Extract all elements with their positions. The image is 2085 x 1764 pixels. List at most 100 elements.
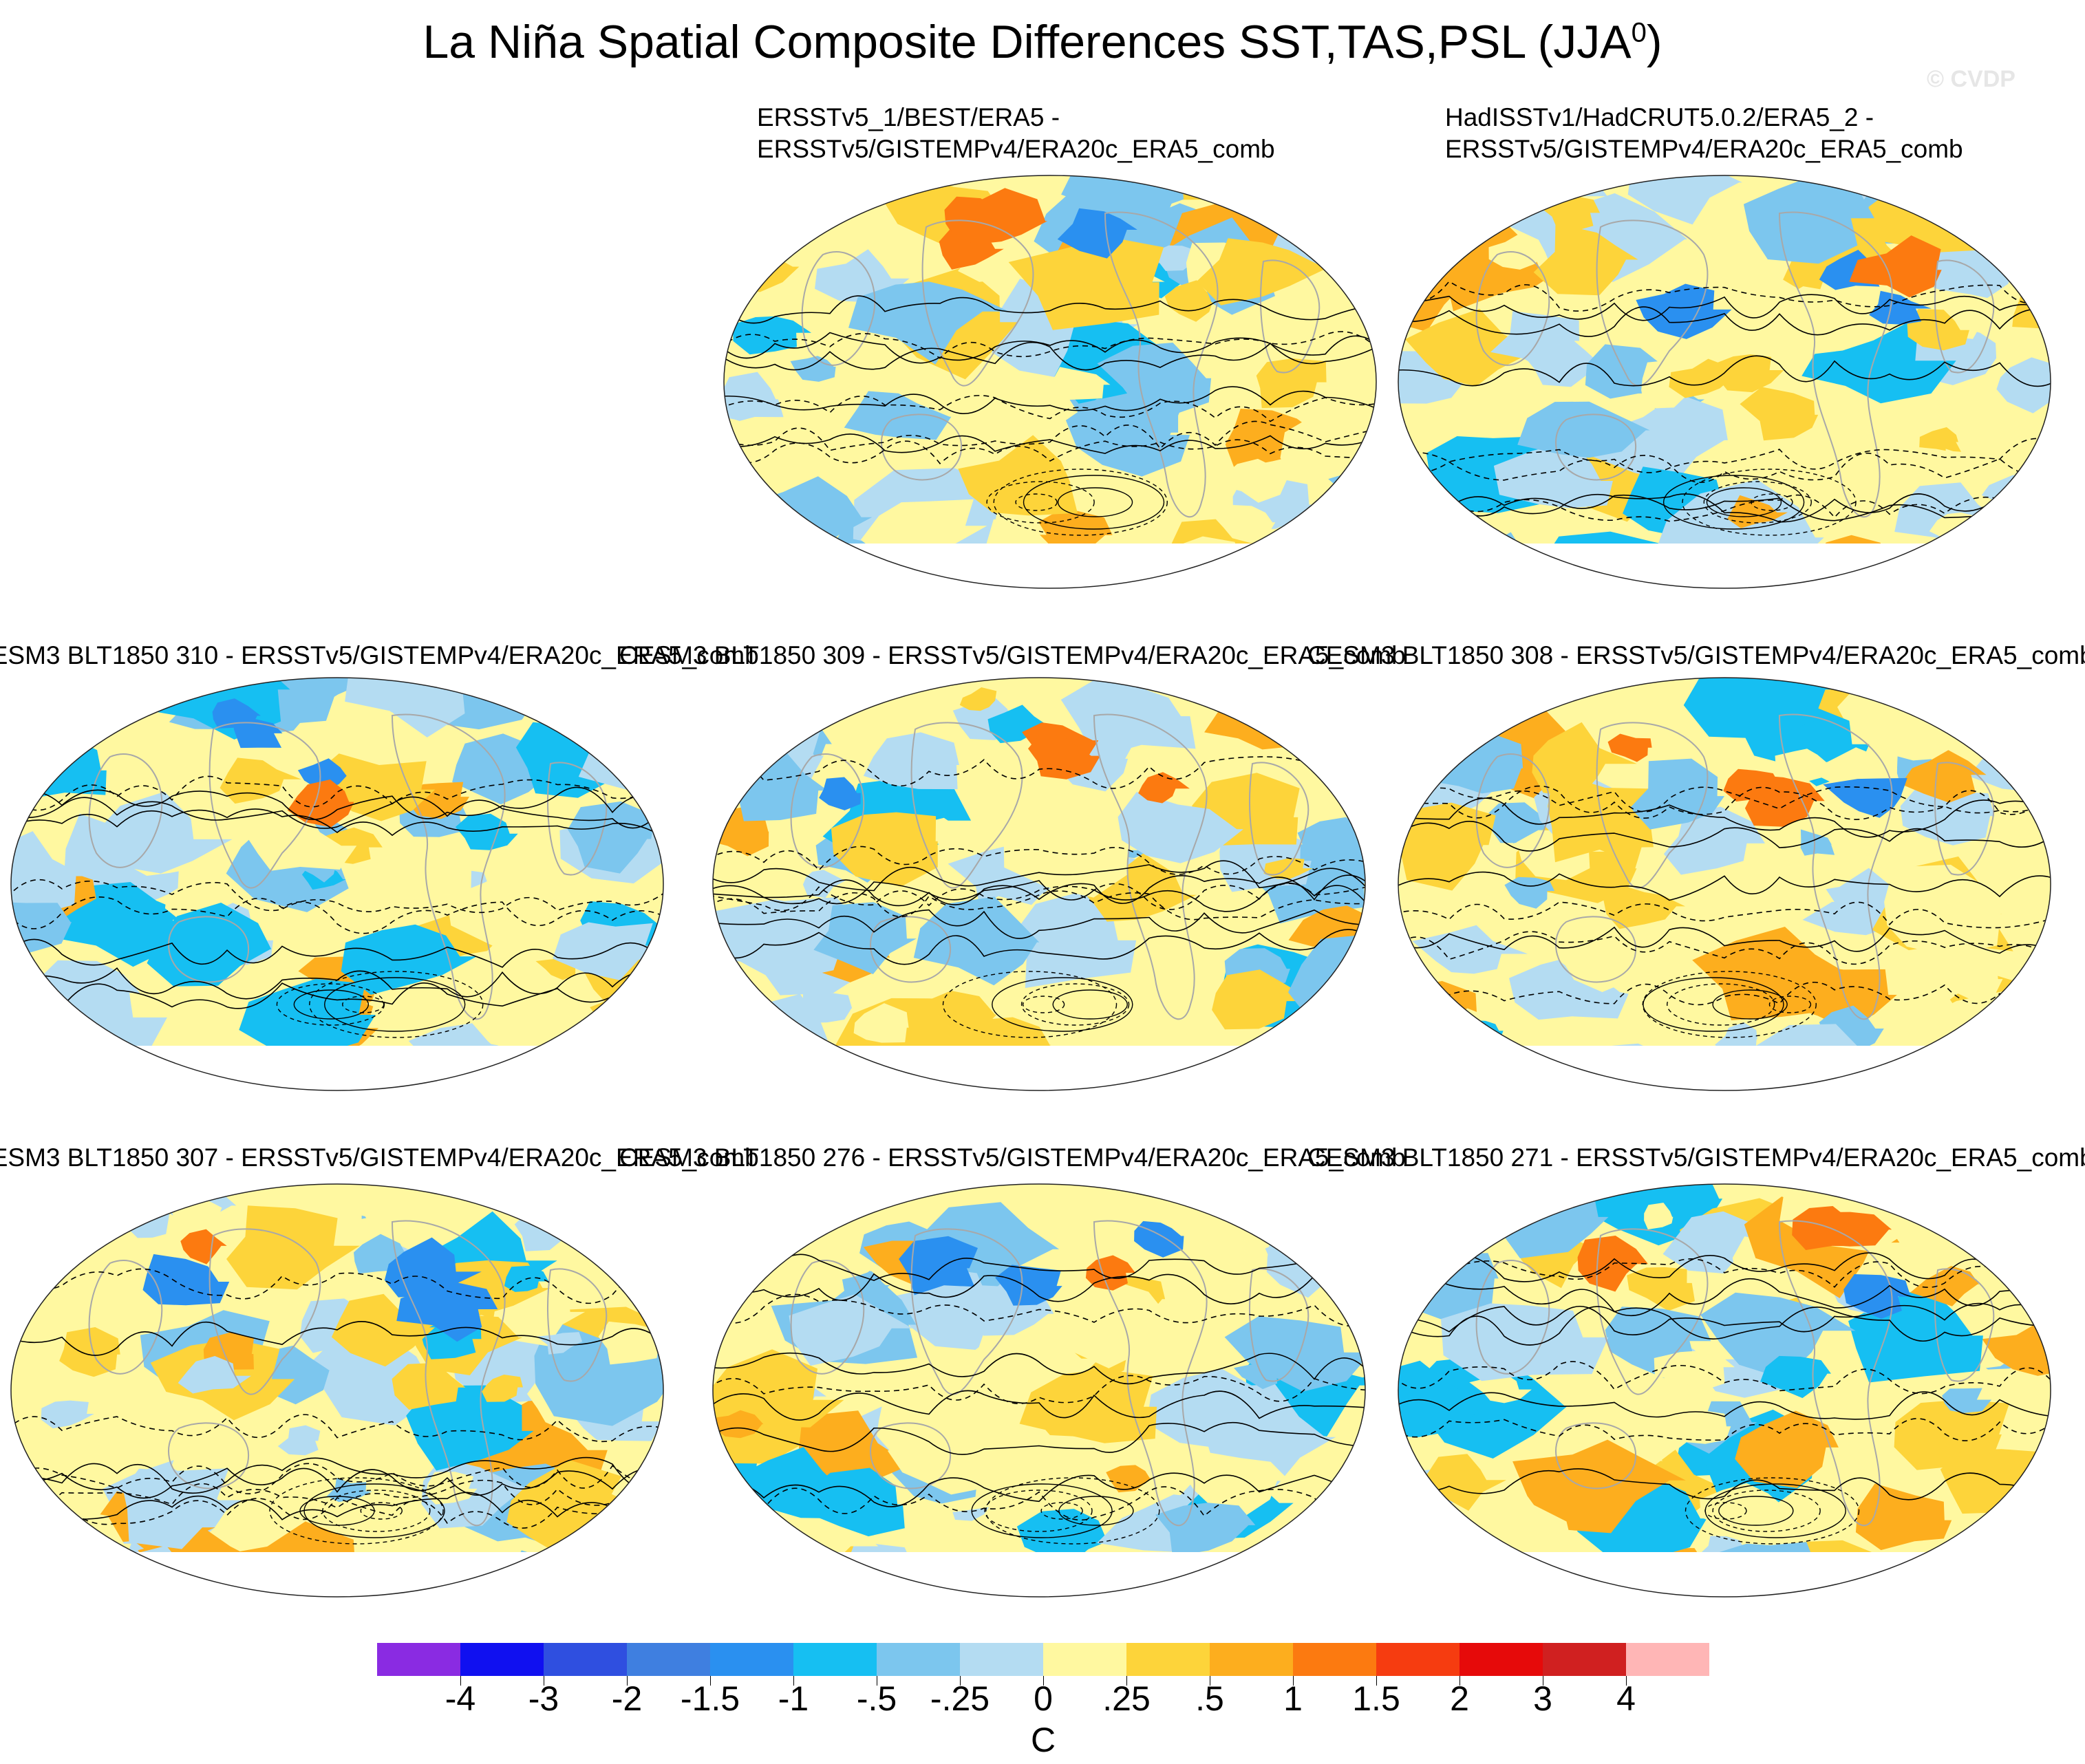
colorbar-label: -2 xyxy=(611,1679,643,1718)
anomaly-region xyxy=(1211,504,1276,544)
anomaly-region xyxy=(1155,1503,1256,1557)
anomaly-region xyxy=(1411,1454,1506,1511)
anomaly-region xyxy=(11,1034,147,1090)
colorbar xyxy=(377,1643,1710,1676)
anomaly-region xyxy=(1727,495,1788,528)
psl-contour-ring xyxy=(986,481,1095,524)
panel-title-1: ERSSTv5_1/BEST/ERA5 - ERSSTv5/GISTEMPv4/… xyxy=(757,103,1275,163)
anomaly-region xyxy=(959,687,997,711)
anomaly-region xyxy=(1256,358,1327,409)
anomaly-region-strong xyxy=(1823,777,1907,818)
psl-contour-ring xyxy=(985,1477,1160,1545)
psl-contour xyxy=(11,1321,663,1356)
psl-contour xyxy=(11,786,663,820)
anomaly-region xyxy=(1244,1033,1345,1090)
psl-contour-ring xyxy=(1642,971,1817,1038)
psl-contour-ring xyxy=(276,983,385,1026)
psl-contour xyxy=(1398,306,2051,337)
anomaly-region xyxy=(1278,536,1376,588)
coastline xyxy=(1596,219,1709,387)
coastline xyxy=(870,1422,952,1489)
colorbar-label: -1.5 xyxy=(680,1679,740,1718)
anomaly-region xyxy=(172,1199,228,1236)
anomaly-region xyxy=(1008,237,1164,330)
psl-contour-ring xyxy=(1704,1483,1846,1538)
anomaly-region xyxy=(813,902,917,974)
anomaly-region xyxy=(958,435,1078,516)
anomaly-region xyxy=(1517,401,1650,458)
psl-contour xyxy=(1398,494,2051,522)
anomaly-region xyxy=(1264,1018,1357,1072)
anomaly-region-strong xyxy=(1869,290,1932,325)
coastline xyxy=(1778,211,1893,518)
psl-contour-ring xyxy=(1712,989,1788,1020)
anomaly-region xyxy=(1398,1360,1485,1438)
map-border xyxy=(1398,175,2051,589)
anomaly-region xyxy=(1281,680,1324,706)
colorbar-tick xyxy=(1126,1676,1127,1686)
anomaly-region xyxy=(2016,473,2051,497)
map-svg xyxy=(723,175,1377,589)
anomaly-region xyxy=(352,712,399,738)
psl-contour-ring xyxy=(942,971,1118,1038)
anomaly-region xyxy=(913,896,1040,986)
psl-contour xyxy=(1398,280,2051,312)
colorbar-swatch xyxy=(1459,1643,1543,1676)
anomaly-region xyxy=(790,356,836,382)
anomaly-region xyxy=(392,1362,466,1410)
map-panel-5 xyxy=(1394,674,2055,1094)
anomaly-region xyxy=(535,687,581,714)
coastline xyxy=(1093,1220,1208,1527)
anomaly-region-strong xyxy=(384,1237,482,1298)
colorbar-tick xyxy=(1293,1676,1294,1686)
anomaly-region xyxy=(1412,925,1528,974)
anomaly-region xyxy=(406,1385,534,1471)
panel-title-7: CESM3 BLT1850 276 - ERSSTv5/GISTEMPv4/ER… xyxy=(619,1143,1406,1172)
anomaly-region xyxy=(1533,223,1638,296)
anomaly-region xyxy=(1770,286,1913,356)
colorbar-swatch xyxy=(1210,1643,1294,1676)
psl-contour xyxy=(1398,1391,2051,1420)
map-border xyxy=(1398,1183,2051,1598)
colorbar-tick xyxy=(627,1676,628,1686)
map-svg xyxy=(10,677,664,1091)
anomaly-region xyxy=(1280,413,1376,488)
anomaly-region xyxy=(1942,1388,1992,1413)
psl-contour xyxy=(11,896,663,934)
coastline xyxy=(1475,753,1550,868)
anomaly-region-strong xyxy=(1057,208,1137,259)
anomaly-region xyxy=(1212,969,1314,1030)
psl-contour xyxy=(713,929,1365,965)
psl-contour xyxy=(713,1421,1365,1455)
anomaly-region xyxy=(1035,1384,1133,1437)
colorbar-label: -.25 xyxy=(930,1679,990,1718)
psl-contour xyxy=(1398,494,2051,524)
colorbar-tick xyxy=(710,1676,711,1686)
anomaly-region-strong xyxy=(1812,1212,1892,1247)
anomaly-region xyxy=(720,749,828,821)
psl-contour xyxy=(1398,1418,2051,1441)
colorbar-tick xyxy=(793,1676,794,1686)
anomaly-region xyxy=(11,902,72,954)
anomaly-region xyxy=(277,1425,321,1456)
map-svg xyxy=(712,677,1366,1091)
map-border xyxy=(723,175,1377,589)
anomaly-region xyxy=(1493,440,1613,508)
map-panel-3 xyxy=(7,674,667,1094)
anomaly-region xyxy=(1051,367,1111,400)
anomaly-region xyxy=(1179,1452,1290,1517)
anomaly-region xyxy=(11,1184,145,1222)
coastline xyxy=(1596,1228,1709,1395)
coastline xyxy=(1093,713,1208,1020)
anomaly-region xyxy=(1715,354,1784,393)
anomaly-region xyxy=(584,1011,634,1047)
psl-contour xyxy=(11,1414,663,1443)
anomaly-region xyxy=(1469,1373,1532,1403)
coastline xyxy=(168,1422,250,1489)
anomaly-region xyxy=(1403,1043,1525,1090)
anomaly-region-strong xyxy=(287,779,354,828)
anomaly-region xyxy=(1288,905,1365,965)
psl-contour xyxy=(724,341,1376,371)
psl-contour-ring xyxy=(293,989,370,1020)
map-panel-1 xyxy=(720,172,1380,592)
